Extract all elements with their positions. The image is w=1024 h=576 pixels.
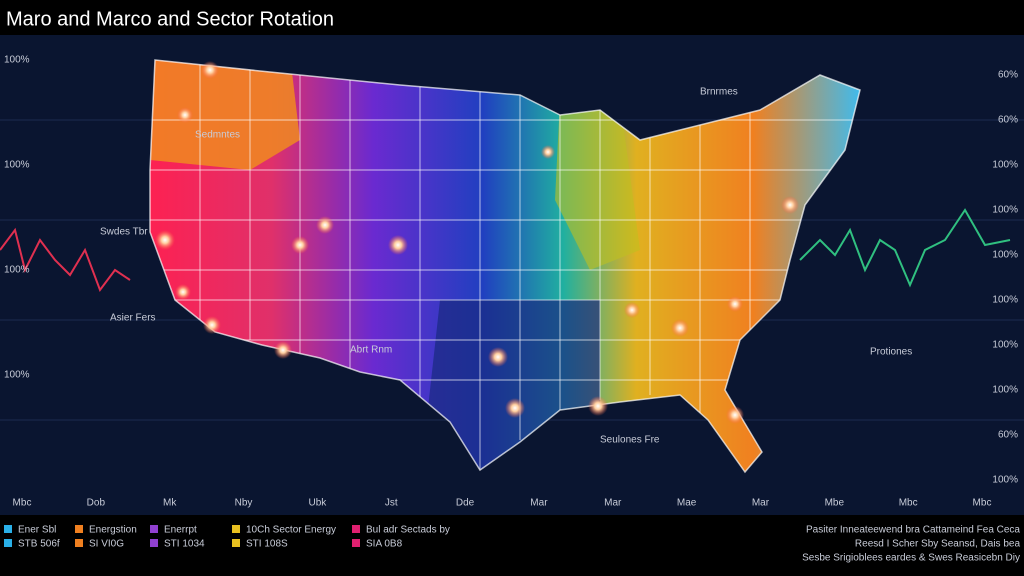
- legend-name: Enerrpt: [164, 525, 197, 536]
- legend-name: Ener Sbl: [18, 525, 56, 536]
- note: Sesbe Srigioblees eardes & Swes Reasiceb…: [802, 553, 1020, 564]
- map-label: Asier Fers: [110, 313, 156, 324]
- left-ticker: [0, 227, 131, 293]
- x-label: Mbe: [825, 498, 845, 509]
- left-label: 100%: [4, 160, 30, 171]
- right-label: 100%: [992, 295, 1018, 306]
- map-label: Swdes Tbr: [100, 227, 148, 238]
- x-label: Mbc: [13, 498, 32, 509]
- legend-value: STB 506f: [18, 539, 60, 550]
- legend-value: SIA 0B8: [366, 539, 403, 550]
- left-label: 100%: [4, 55, 30, 66]
- hotspots: [155, 61, 799, 424]
- x-label: Ubk: [308, 498, 327, 509]
- header-bar: [0, 0, 1024, 35]
- legend-name: Energstion: [89, 525, 137, 536]
- legend-swatch: [352, 539, 360, 547]
- right-label: 100%: [992, 385, 1018, 396]
- legend-swatch: [75, 525, 83, 533]
- x-label: Jst: [385, 498, 398, 509]
- right-label: 100%: [992, 205, 1018, 216]
- map-label: Sedmntes: [195, 130, 240, 141]
- legend-name: 10Ch Sector Energy: [246, 525, 336, 536]
- legend-swatch: [232, 525, 240, 533]
- legend-swatch: [232, 539, 240, 547]
- right-label: 60%: [998, 70, 1018, 81]
- right-label: 100%: [992, 475, 1018, 486]
- x-label: Mk: [163, 498, 177, 509]
- legend-swatch: [150, 525, 158, 533]
- legend-swatch: [4, 539, 12, 547]
- right-label: 60%: [998, 115, 1018, 126]
- legend-bar: [0, 515, 1024, 576]
- x-label: Dob: [87, 498, 106, 509]
- legend-value: STI 108S: [246, 539, 288, 550]
- legend-swatch: [4, 525, 12, 533]
- right-label: 100%: [992, 160, 1018, 171]
- x-label: Nby: [235, 498, 253, 509]
- left-label: 100%: [4, 265, 30, 276]
- x-label: Mbc: [899, 498, 918, 509]
- x-label: Mae: [677, 498, 697, 509]
- x-label: Mbc: [973, 498, 992, 509]
- legend-swatch: [150, 539, 158, 547]
- x-label: Mar: [530, 498, 548, 509]
- note: Reesd I Scher Sby Seansd, Dais bea: [855, 539, 1021, 550]
- map-label: Abrt Rnm: [350, 345, 392, 356]
- map-label: Protiones: [870, 347, 912, 358]
- x-label: Mar: [604, 498, 622, 509]
- page-title: Maro and Marco and Sector Rotation: [6, 8, 334, 30]
- note: Pasiter Inneateewend bra Cattameind Fea …: [806, 525, 1020, 536]
- legend-swatch: [75, 539, 83, 547]
- left-label: 100%: [4, 370, 30, 381]
- right-label: 100%: [992, 250, 1018, 261]
- legend-swatch: [352, 525, 360, 533]
- right-ticker: [799, 208, 1011, 288]
- x-label: Mar: [752, 498, 770, 509]
- right-label: 100%: [992, 340, 1018, 351]
- right-label: 60%: [998, 430, 1018, 441]
- legend-value: SI VI0G: [89, 539, 124, 550]
- map-label: Seulones Fre: [600, 435, 660, 446]
- legend-name: Bul adr Sectads by: [366, 525, 450, 536]
- legend-value: STI 1034: [164, 539, 205, 550]
- map-label: Brnrmes: [700, 87, 738, 98]
- x-label: Dde: [456, 498, 475, 509]
